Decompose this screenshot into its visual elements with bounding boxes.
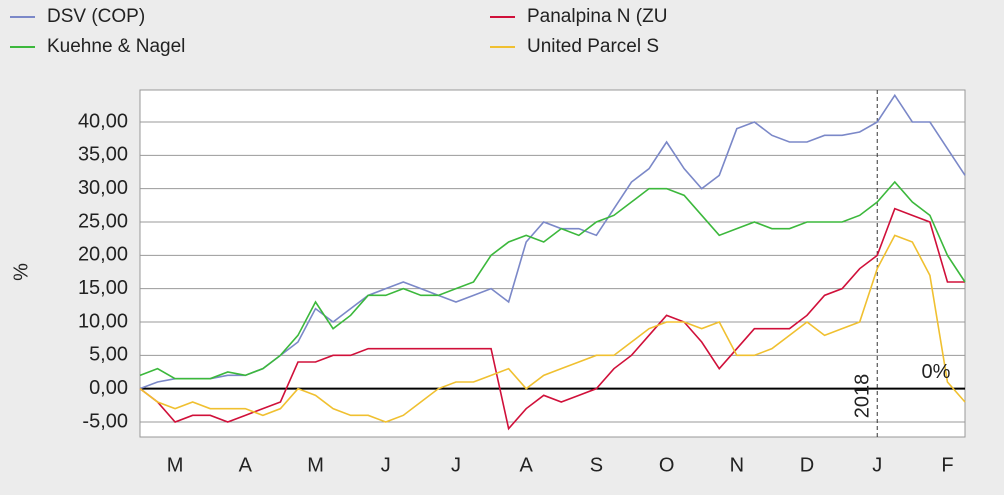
y-tick-label: 5,00 [89,344,128,366]
y-tick-label: 25,00 [78,210,128,232]
x-tick-label: M [167,454,184,476]
x-tick-label: D [800,454,814,476]
x-tick-label: F [941,454,953,476]
y-tick-label: 35,00 [78,144,128,166]
legend: DSV (COP) Panalpina N (ZU Kuehne & Nagel Un… [10,6,667,57]
series-line [139,180,966,380]
y-tick-label: 0,00 [89,377,128,399]
x-tick-label: O [659,454,675,476]
x-tick-label: J [381,454,391,476]
series-line [139,207,965,431]
x-tick-label: N [730,454,744,476]
y-tick-label: 40,00 [78,110,128,132]
series-line [139,234,966,423]
x-tick-label: J [872,454,882,476]
y-tick-label: 20,00 [78,244,128,266]
y-tick-label: 15,00 [78,277,128,299]
legend-label: Panalpina N (ZU [527,6,667,27]
x-tick-label: S [590,454,603,476]
legend-label: DSV (COP) [47,6,145,27]
x-tick-label: A [519,454,533,476]
y-tick-label: 10,00 [78,310,128,332]
x-tick-label: A [239,454,253,476]
x-tick-label: J [451,454,461,476]
y-tick-label: 30,00 [78,177,128,199]
x-tick-label: M [307,454,324,476]
zero-label: 0% [922,361,951,383]
legend-label: Kuehne & Nagel [47,36,185,57]
year-label: 2018 [852,374,874,419]
legend-label: United Parcel S [527,36,659,57]
plot-area [139,89,966,438]
y-tick-label: -5,00 [82,410,128,432]
y-axis-label: % [10,263,32,281]
